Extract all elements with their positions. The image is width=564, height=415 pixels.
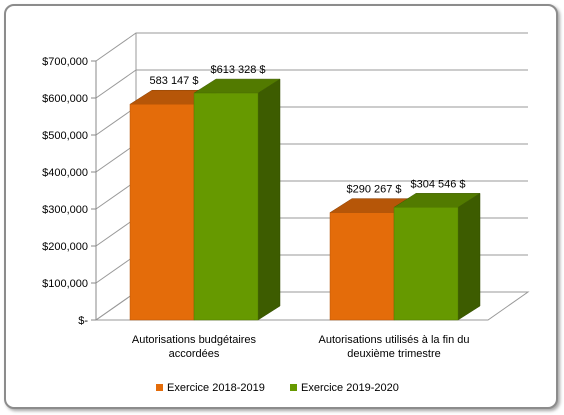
bar-front xyxy=(129,103,195,321)
bar-2-1 xyxy=(193,78,281,321)
category-label: accordées xyxy=(169,348,220,360)
y-tick-label: $400,000 xyxy=(42,167,88,179)
gridline xyxy=(95,69,528,99)
bar-side xyxy=(457,192,481,321)
y-tick-label: $100,000 xyxy=(42,278,88,290)
data-labels: 583 147 $ $613 328 $ $290 267 $ $304 546 $ xyxy=(150,64,466,196)
data-label: $304 546 $ xyxy=(410,178,465,190)
data-label: $613 328 $ xyxy=(210,64,265,76)
category-labels: Autorisations budgétaires accordées Autori… xyxy=(132,334,470,360)
gridline xyxy=(95,32,528,62)
category-label: Autorisations utilisés à la fin du xyxy=(318,334,469,346)
y-tick-label: $200,000 xyxy=(42,241,88,253)
legend: Exercice 2018-2019 Exercice 2019-2020 xyxy=(156,382,399,394)
category-label: deuxième trimestre xyxy=(347,348,441,360)
legend-swatch xyxy=(156,384,163,391)
bar-front xyxy=(329,212,395,321)
data-label: 583 147 $ xyxy=(150,75,199,87)
y-tick-label: $700,000 xyxy=(42,56,88,68)
category-label: Autorisations budgétaires xyxy=(132,334,257,346)
y-tick-label: $300,000 xyxy=(42,204,88,216)
chart-container: $- $100,000 $200,000 $300,000 $400,000 $500,0… xyxy=(4,4,558,409)
legend-swatch xyxy=(290,384,297,391)
data-label: $290 267 $ xyxy=(346,184,401,196)
legend-label: Exercice 2019-2020 xyxy=(301,382,399,394)
bar-side xyxy=(257,78,281,321)
bar-chart-3d: $- $100,000 $200,000 $300,000 $400,000 $500,0… xyxy=(42,32,530,394)
legend-item-1: Exercice 2018-2019 xyxy=(156,382,265,394)
legend-item-2: Exercice 2019-2020 xyxy=(290,382,399,394)
legend-label: Exercice 2018-2019 xyxy=(167,382,265,394)
bar-front xyxy=(393,207,459,321)
y-tick-label: $600,000 xyxy=(42,93,88,105)
y-tick-label: $500,000 xyxy=(42,130,88,142)
y-tick-label: $- xyxy=(78,315,88,327)
y-axis: $- $100,000 $200,000 $300,000 $400,000 $500,0… xyxy=(42,56,97,327)
bars xyxy=(129,78,481,321)
bar-front xyxy=(193,92,259,321)
bar-2-2 xyxy=(393,192,481,321)
